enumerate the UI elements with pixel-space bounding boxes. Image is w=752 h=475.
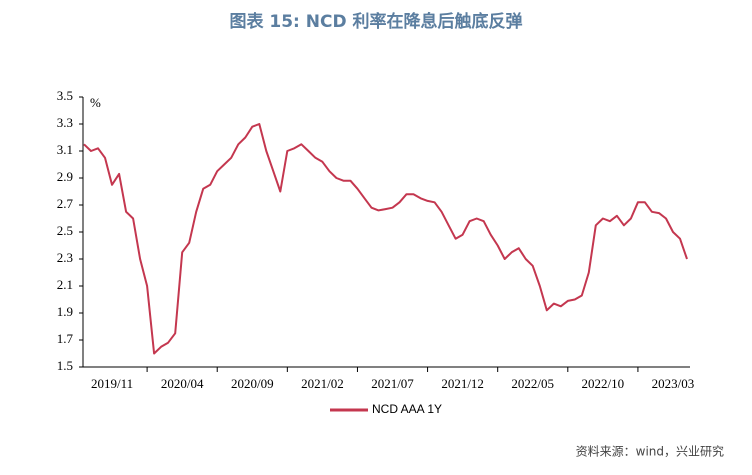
y-tick-label: 3.3	[57, 115, 73, 130]
y-tick-label: 3.5	[57, 88, 73, 103]
x-tick-label: 2023/03	[652, 376, 695, 391]
x-tick-label: 2019/11	[91, 376, 133, 391]
y-tick-label: 2.1	[57, 277, 73, 292]
x-tick-label: 2021/02	[301, 376, 344, 391]
y-tick-label: 2.7	[57, 196, 74, 211]
y-tick-label: 1.5	[57, 358, 73, 373]
x-tick-label: 2021/07	[371, 376, 414, 391]
y-tick-label: 1.7	[57, 331, 74, 346]
x-tick-label: 2020/04	[161, 376, 204, 391]
y-tick-label: 3.1	[57, 142, 73, 157]
y-tick-label: 1.9	[57, 304, 73, 319]
y-axis-label: %	[90, 95, 101, 110]
x-tick-label: 2020/09	[231, 376, 274, 391]
x-tick-label: 2022/05	[511, 376, 554, 391]
chart-title: 图表 15: NCD 利率在降息后触底反弹	[229, 11, 522, 32]
x-tick-label: 2021/12	[441, 376, 484, 391]
y-tick-label: 2.3	[57, 250, 73, 265]
y-tick-label: 2.9	[57, 169, 73, 184]
x-tick-label: 2022/10	[582, 376, 625, 391]
y-tick-label: 2.5	[57, 223, 73, 238]
line	[83, 123, 688, 355]
source: 资料来源：wind，兴业研究	[576, 444, 724, 459]
legend-label: NCD AAA 1Y	[372, 402, 442, 416]
